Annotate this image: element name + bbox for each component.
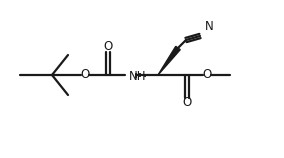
Polygon shape <box>158 46 180 75</box>
Text: O: O <box>103 40 113 54</box>
Text: O: O <box>182 97 192 109</box>
Text: N: N <box>205 21 213 33</box>
Text: O: O <box>80 69 90 82</box>
Text: NH: NH <box>129 70 147 82</box>
Text: O: O <box>202 69 212 82</box>
